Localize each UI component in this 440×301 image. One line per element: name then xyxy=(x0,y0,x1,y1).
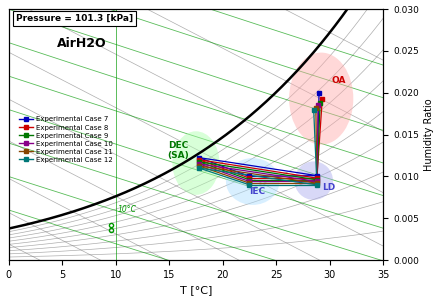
Ellipse shape xyxy=(226,158,279,205)
Text: LD: LD xyxy=(322,183,336,192)
Text: OA: OA xyxy=(332,76,346,85)
Ellipse shape xyxy=(294,161,333,200)
X-axis label: T [°C]: T [°C] xyxy=(180,285,212,296)
Y-axis label: Humidity Ratio: Humidity Ratio xyxy=(425,98,434,171)
Ellipse shape xyxy=(172,131,220,195)
Text: DEC
(SA): DEC (SA) xyxy=(167,141,189,160)
Text: Pressure = 101.3 [kPa]: Pressure = 101.3 [kPa] xyxy=(16,14,133,23)
Text: 10°C: 10°C xyxy=(118,205,137,214)
Ellipse shape xyxy=(289,53,353,145)
Text: IEC: IEC xyxy=(249,187,266,196)
Text: AirH2O: AirH2O xyxy=(57,37,107,50)
Legend: Experimental Case 7, Experimental Case 8, Experimental Case 9, Experimental Case: Experimental Case 7, Experimental Case 8… xyxy=(16,114,116,166)
